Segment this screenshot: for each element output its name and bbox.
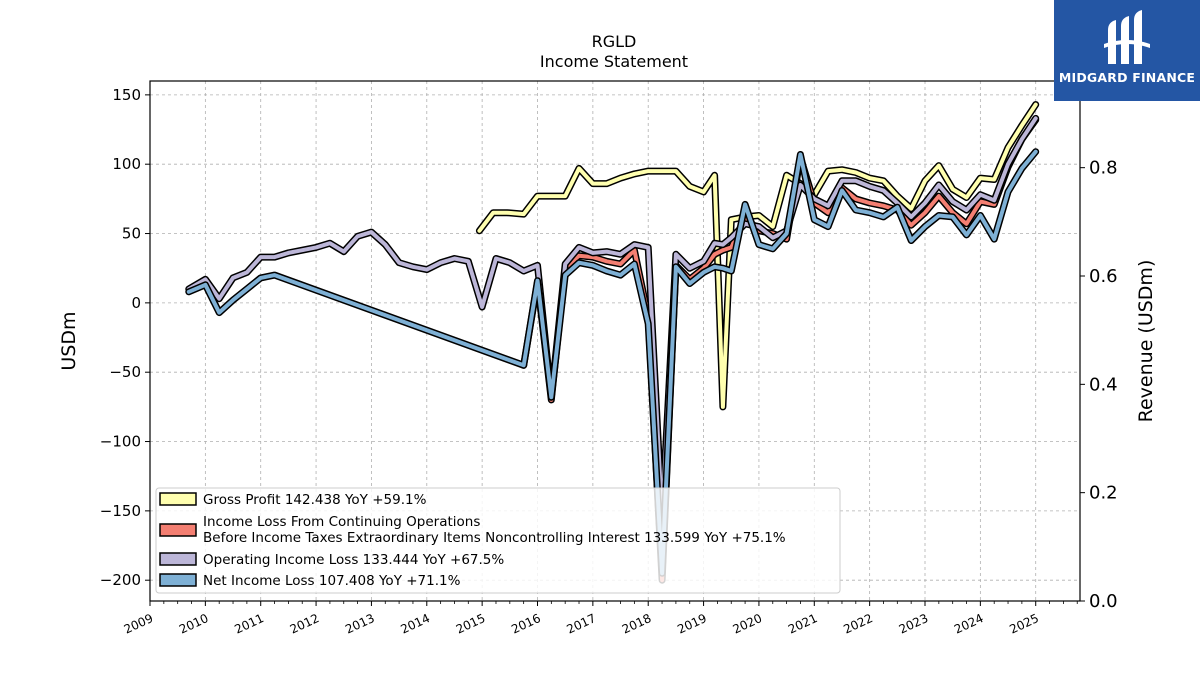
y-axis-label: USDm <box>58 311 80 370</box>
x-axis-ticks: 2009 2010 2011 2012 2013 2014 2015 2016 2017 2018… <box>122 601 1078 637</box>
y-tick-label: −150 <box>100 502 141 520</box>
y-tick-label: 50 <box>122 225 141 243</box>
legend-label-net-income: Net Income Loss 107.408 YoY +71.1% <box>203 573 461 589</box>
y-axis-ticks: 150 100 50 0 −50 −100 −150 −200 <box>100 86 150 589</box>
y2-tick-label: 0.6 <box>1089 266 1118 287</box>
x-tick-label: 2023 <box>897 611 931 637</box>
y-tick-label: 0 <box>131 294 141 312</box>
y2-tick-label: 0.4 <box>1089 374 1118 395</box>
y2-axis-ticks: 0.0 0.2 0.4 0.6 0.8 <box>1080 158 1118 612</box>
series-line-operating-income <box>186 116 1038 520</box>
legend-swatch-gross-profit <box>159 492 197 506</box>
series-line-net-income <box>186 149 1038 576</box>
series-operating-income <box>185 114 1040 522</box>
legend: Gross Profit 142.438 YoY +59.1% Income L… <box>155 487 841 594</box>
legend-swatch-net-income <box>159 573 197 587</box>
legend-label-operating-income: Operating Income Loss 133.444 YoY +67.5% <box>203 552 504 568</box>
x-tick-label: 2025 <box>1007 611 1041 637</box>
legend-swatch-operating-income <box>159 552 197 566</box>
plot-frame <box>149 80 1081 602</box>
chart-title: RGLD <box>592 32 637 51</box>
x-tick-label: 2014 <box>398 611 432 637</box>
y-tick-label: −200 <box>100 571 141 589</box>
brand-mark-icon <box>1104 10 1150 64</box>
x-tick-label: 2010 <box>177 611 211 637</box>
x-tick-label: 2024 <box>952 611 986 637</box>
y-tick-label: 100 <box>112 155 141 173</box>
x-tick-label: 2015 <box>454 611 488 637</box>
y2-axis-label: Revenue (USDm) <box>1135 260 1157 423</box>
x-tick-label: 2017 <box>565 611 599 637</box>
y2-tick-label: 0.2 <box>1089 483 1118 504</box>
x-tick-label: 2012 <box>288 611 322 637</box>
chart-subtitle: Income Statement <box>540 52 688 71</box>
x-tick-label: 2018 <box>620 611 654 637</box>
y-tick-label: −50 <box>109 363 141 381</box>
series-net-income <box>185 148 1040 577</box>
brand-logo: MIDGARD FINANCE <box>1054 0 1200 101</box>
y2-tick-label: 0.0 <box>1089 591 1118 612</box>
legend-label-gross-profit: Gross Profit 142.438 YoY +59.1% <box>203 492 427 508</box>
y-tick-label: −100 <box>100 433 141 451</box>
x-tick-label: 2020 <box>731 611 765 637</box>
legend-label-pretax-income-line1: Income Loss From Continuing Operations <box>203 514 480 530</box>
legend-swatch-pretax-income <box>159 523 197 537</box>
series-gross-profit <box>475 101 1040 411</box>
x-tick-label: 2013 <box>343 611 377 637</box>
x-tick-label: 2019 <box>675 611 709 637</box>
x-tick-label: 2021 <box>786 611 820 637</box>
y2-tick-label: 0.8 <box>1089 158 1118 179</box>
y-tick-label: 150 <box>112 86 141 104</box>
plot-area <box>185 101 1040 584</box>
series-line-gross-profit <box>477 102 1038 409</box>
x-tick-label: 2009 <box>122 611 156 637</box>
series-outline-gross-profit <box>475 101 1040 411</box>
x-tick-label: 2016 <box>509 611 543 637</box>
x-tick-label: 2011 <box>232 611 266 637</box>
x-tick-label: 2022 <box>841 611 875 637</box>
legend-label-pretax-income-line2: Before Income Taxes Extraordinary Items … <box>203 530 786 546</box>
brand-name: MIDGARD FINANCE <box>1058 70 1196 85</box>
